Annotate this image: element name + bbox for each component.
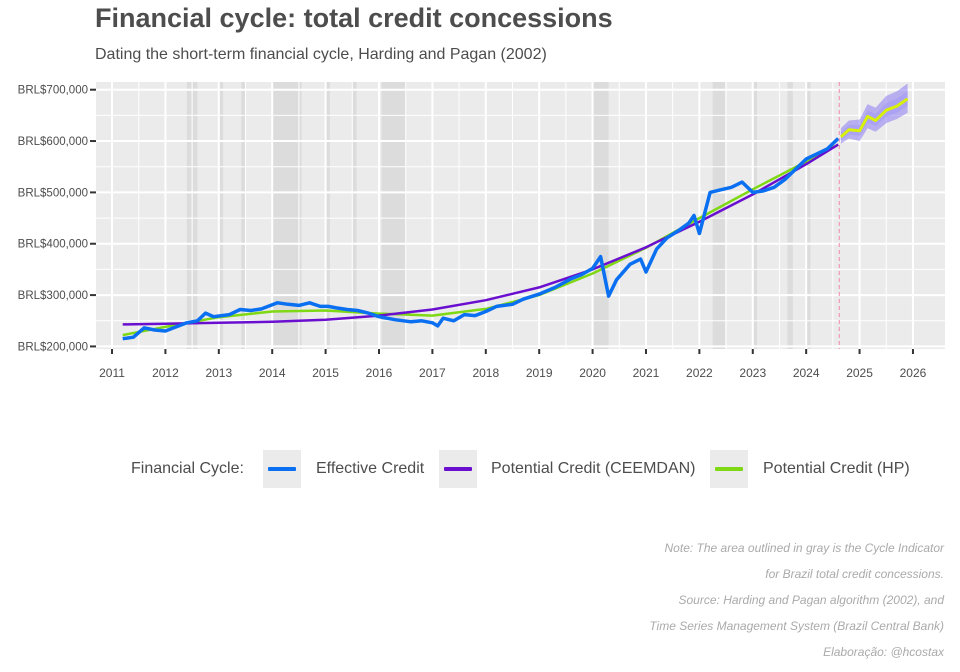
x-tick-label: 2016 xyxy=(366,366,393,380)
x-tick-label: 2024 xyxy=(793,366,820,380)
x-tick-label: 2022 xyxy=(686,366,713,380)
x-tick-label: 2014 xyxy=(259,366,286,380)
cycle-shaded-period xyxy=(272,82,302,349)
y-tick-label: BRL$400,000 xyxy=(18,239,88,251)
x-tick-label: 2011 xyxy=(99,366,125,380)
x-tick-label: 2025 xyxy=(846,366,873,380)
chart-title: Financial cycle: total credit concession… xyxy=(95,3,613,33)
legend-title: Financial Cycle: xyxy=(131,460,244,477)
cycle-shaded-period xyxy=(352,82,357,349)
axes: 2011 2012 2013 2014 2015 2016 2017 2018 2019 2020… xyxy=(18,85,927,380)
series-line-potential-ceemdan xyxy=(122,143,839,326)
x-tick-label: 2015 xyxy=(312,366,339,380)
y-tick-label: BRL$500,000 xyxy=(18,187,88,199)
series-lines xyxy=(122,82,909,349)
chart-subtitle: Dating the short-term financial cycle, H… xyxy=(95,46,547,63)
y-tick-label: BRL$700,000 xyxy=(18,85,88,97)
forecast-band-inner xyxy=(840,91,908,141)
caption-note-line1: Note: The area outlined in gray is the C… xyxy=(664,541,944,555)
cycle-shaded-period xyxy=(752,82,758,349)
legend-label-effective-credit: Effective Credit xyxy=(316,460,425,477)
series-line-potential-hp xyxy=(122,143,839,337)
legend-key-potential-hp xyxy=(710,450,748,488)
legend-label-potential-ceemdan: Potential Credit (CEEMDAN) xyxy=(491,460,696,477)
chart-svg: 2011 2012 2013 2014 2015 2016 2017 2018 2019 2020… xyxy=(18,82,945,380)
x-tick-label: 2018 xyxy=(472,366,499,380)
cycle-shaded-period xyxy=(381,82,406,349)
legend-label-potential-hp: Potential Credit (HP) xyxy=(763,460,910,477)
cycle-shaded-period xyxy=(325,82,330,349)
y-tick-label: BRL$200,000 xyxy=(18,341,88,353)
legend-key-effective-credit xyxy=(263,450,301,488)
legend-key-potential-ceemdan xyxy=(439,450,477,488)
caption-source-line2: Time Series Management System (Brazil Ce… xyxy=(649,619,944,633)
x-tick-label: 2017 xyxy=(419,366,446,380)
y-tick-label: BRL$600,000 xyxy=(18,136,88,148)
series-line-effective-credit xyxy=(122,137,840,341)
x-tick-label: 2012 xyxy=(152,366,179,380)
y-tick-label: BRL$300,000 xyxy=(18,290,88,302)
x-tick-label: 2020 xyxy=(579,366,606,380)
cycle-shaded-period xyxy=(806,82,811,349)
cycle-shaded-period xyxy=(241,82,246,349)
x-tick-label: 2019 xyxy=(526,366,553,380)
x-tick-label: 2026 xyxy=(900,366,927,380)
forecast-band xyxy=(840,83,908,144)
x-tick-label: 2021 xyxy=(633,366,660,380)
legend: Financial Cycle: Effective Credit Potent… xyxy=(0,450,960,488)
series-line-forecast xyxy=(839,97,909,139)
cycle-shaded-period xyxy=(218,82,224,349)
cycle-shaded-period xyxy=(787,82,793,349)
x-tick-label: 2013 xyxy=(205,366,232,380)
caption-author: Elaboração: @hcostax xyxy=(823,645,944,659)
x-tick-label: 2023 xyxy=(739,366,766,380)
caption-note-line2: for Brazil total credit concessions. xyxy=(765,567,944,581)
caption-source-line1: Source: Harding and Pagan algorithm (200… xyxy=(678,593,945,607)
cycle-shaded-period xyxy=(592,82,609,349)
cycle-shaded-period xyxy=(712,82,726,349)
plot-panel xyxy=(96,82,945,349)
